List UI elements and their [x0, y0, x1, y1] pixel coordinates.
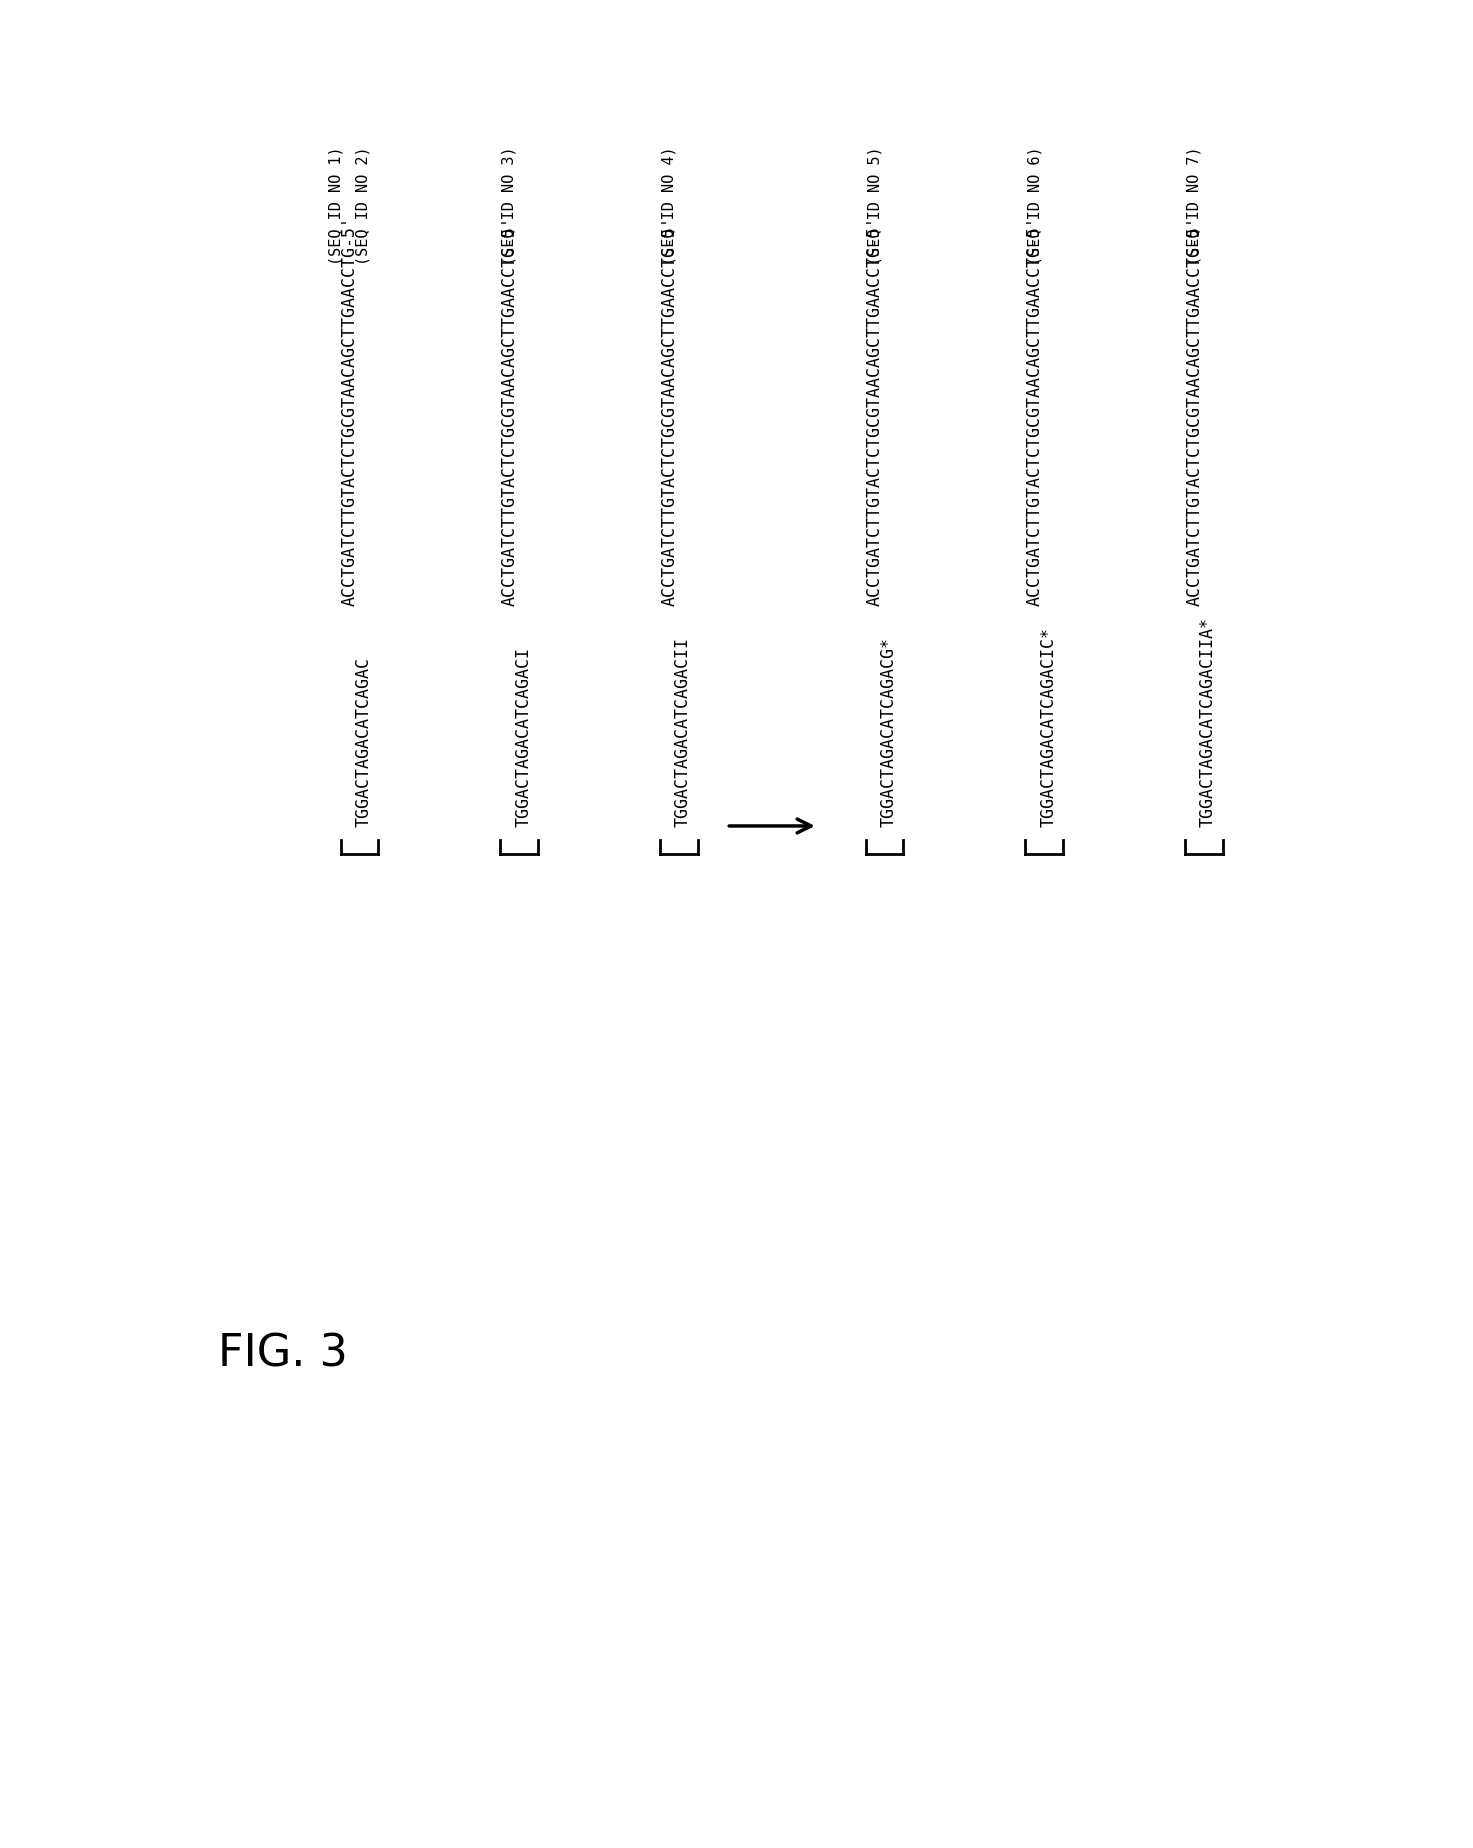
Text: (SEQ ID NO 1): (SEQ ID NO 1): [328, 146, 343, 264]
Text: TGGACTAGACATCAGACG*: TGGACTAGACATCAGACG*: [879, 636, 897, 826]
Text: (SEQ ID NO 5): (SEQ ID NO 5): [868, 146, 882, 264]
Text: (SEQ ID NO 3): (SEQ ID NO 3): [502, 146, 517, 264]
Text: (SEQ ID NO 2): (SEQ ID NO 2): [356, 146, 371, 264]
Text: (SEQ ID NO 7): (SEQ ID NO 7): [1187, 146, 1202, 264]
Text: TGGACTAGACATCAGACIIA*: TGGACTAGACATCAGACIIA*: [1199, 617, 1217, 826]
Text: ACCTGATCTTGTACTCTGCGTAACAGCTTGAACCTG-5': ACCTGATCTTGTACTCTGCGTAACAGCTTGAACCTG-5': [660, 216, 678, 606]
Text: ACCTGATCTTGTACTCTGCGTAACAGCTTGAACCTG-5': ACCTGATCTTGTACTCTGCGTAACAGCTTGAACCTG-5': [1186, 216, 1203, 606]
Text: ACCTGATCTTGTACTCTGCGTAACAGCTTGAACCTG-5': ACCTGATCTTGTACTCTGCGTAACAGCTTGAACCTG-5': [866, 216, 884, 606]
Text: TGGACTAGACATCAGACII: TGGACTAGACATCAGACII: [675, 636, 692, 826]
Text: (SEQ ID NO 6): (SEQ ID NO 6): [1027, 146, 1041, 264]
Text: TGGACTAGACATCAGAC: TGGACTAGACATCAGAC: [355, 656, 373, 826]
Text: FIG. 3: FIG. 3: [218, 1332, 348, 1375]
Text: ACCTGATCTTGTACTCTGCGTAACAGCTTGAACCTG-5': ACCTGATCTTGTACTCTGCGTAACAGCTTGAACCTG-5': [501, 216, 518, 606]
Text: TGGACTAGACATCAGACI: TGGACTAGACATCAGACI: [514, 647, 532, 826]
Text: TGGACTAGACATCAGACIC*: TGGACTAGACATCAGACIC*: [1040, 626, 1058, 826]
Text: ACCTGATCTTGTACTCTGCGTAACAGCTTGAACCTG-5': ACCTGATCTTGTACTCTGCGTAACAGCTTGAACCTG-5': [340, 216, 358, 606]
Text: ACCTGATCTTGTACTCTGCGTAACAGCTTGAACCTG-5': ACCTGATCTTGTACTCTGCGTAACAGCTTGAACCTG-5': [1025, 216, 1043, 606]
Text: (SEQ ID NO 4): (SEQ ID NO 4): [661, 146, 676, 264]
